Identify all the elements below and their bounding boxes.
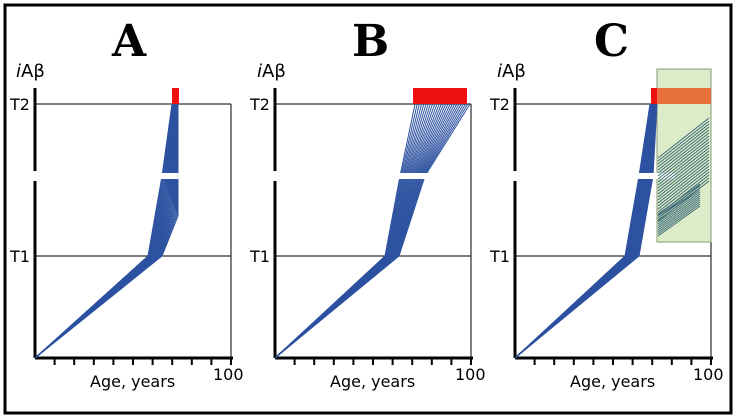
prevented-trajectories <box>657 117 710 237</box>
onset-bar <box>172 88 179 104</box>
hatch-line <box>657 195 701 227</box>
threshold-t1-label-a: T1 <box>9 247 30 266</box>
hatch-line <box>657 191 701 223</box>
hatch-line <box>657 156 710 198</box>
onset-bar <box>651 88 657 104</box>
hatch-line <box>657 150 710 192</box>
onset-bar-shaded <box>657 88 711 104</box>
hatch-line <box>657 135 710 177</box>
y-axis-title-a: iAβ <box>16 61 45 82</box>
hatch-line <box>657 117 710 159</box>
panel-letter-c: C <box>594 16 629 67</box>
threshold-t2-label-b: T2 <box>249 95 270 114</box>
hatch-line <box>657 129 710 171</box>
hatch-line <box>657 123 710 165</box>
trajectory-break <box>635 173 675 179</box>
hatch-line <box>657 183 701 215</box>
hatch-line <box>657 126 710 168</box>
hatch-line <box>657 203 701 235</box>
x-axis-label-a: Age, years <box>90 372 175 391</box>
hatch-line <box>657 120 710 162</box>
x-axis-max-b: 100 <box>455 365 486 384</box>
y-axis-title-c: iAβ <box>497 61 526 82</box>
y-axis-title-rest-a: Aβ <box>21 61 45 82</box>
threshold-t1-label-b: T1 <box>249 247 270 266</box>
hatch-line <box>657 171 710 213</box>
hatch-line <box>657 153 710 195</box>
panel-letter-a: A <box>111 16 147 67</box>
trajectory-bundle <box>514 103 658 359</box>
hatch-line <box>657 199 701 231</box>
hatch-line <box>657 168 710 210</box>
trajectory-line <box>514 103 658 359</box>
y-axis-title-prefix-a: i <box>16 61 21 82</box>
panel-c <box>513 68 713 365</box>
panel-b <box>273 88 473 365</box>
y-axis-title-rest-c: Aβ <box>502 61 526 82</box>
x-axis-max-c: 100 <box>693 365 724 384</box>
panel-a <box>33 88 233 365</box>
hatch-line <box>657 138 710 180</box>
hatch-line <box>657 201 701 233</box>
x-axis-label-c: Age, years <box>570 372 655 391</box>
hatch-line <box>657 159 710 201</box>
hatch-line <box>657 144 710 186</box>
trajectory-break <box>395 173 465 179</box>
y-axis-title-prefix-c: i <box>497 61 502 82</box>
threshold-t2-label-a: T2 <box>9 95 30 114</box>
threshold-t1-label-c: T1 <box>489 247 510 266</box>
onset-bar <box>413 88 467 104</box>
trajectory-line <box>34 104 179 359</box>
y-axis-title-prefix-b: i <box>257 61 262 82</box>
hatch-line <box>657 197 701 229</box>
x-axis-max-a: 100 <box>213 365 244 384</box>
trajectory-break <box>155 173 195 179</box>
hatch-line <box>657 132 710 174</box>
figure-frame <box>3 3 733 415</box>
trajectory-line <box>274 103 471 359</box>
threshold-t2-label-c: T2 <box>489 95 510 114</box>
y-axis-title-rest-b: Aβ <box>262 61 286 82</box>
panel-letter-b: B <box>352 16 389 67</box>
hatch-line <box>657 147 710 189</box>
hatch-line <box>657 187 701 219</box>
trajectory-bundle <box>274 103 471 359</box>
hatch-line <box>657 193 701 225</box>
trajectory-bundle <box>34 103 179 359</box>
hatch-line <box>657 141 710 183</box>
hatch-line <box>657 162 710 204</box>
hatch-line <box>657 205 701 237</box>
hatch-line <box>657 189 701 221</box>
hatch-line <box>657 185 701 217</box>
hatch-line <box>657 165 710 207</box>
x-axis-label-b: Age, years <box>330 372 415 391</box>
y-axis-title-b: iAβ <box>257 61 286 82</box>
